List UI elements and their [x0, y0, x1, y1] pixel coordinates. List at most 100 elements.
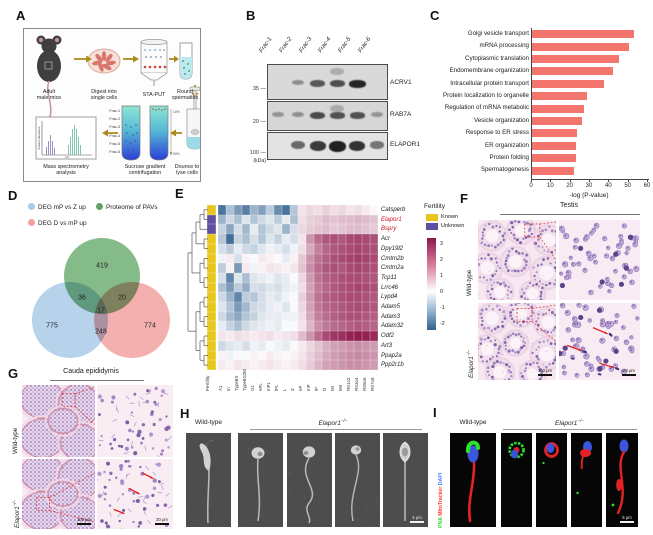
heatmap-cell: [338, 321, 346, 332]
heatmap-cell: [354, 205, 362, 215]
svg-text:Frac-6: Frac-6: [109, 150, 120, 154]
heatmap-cell: [338, 253, 346, 264]
heatmap-cell: [290, 321, 298, 332]
svg-text:Frac-4: Frac-4: [109, 134, 120, 138]
heatmap-cell: [306, 224, 314, 235]
heatmap-cell: [370, 205, 378, 215]
heatmap-row-label: Lypd4: [381, 294, 398, 301]
heatmap-cell: [282, 205, 290, 215]
heatmap-cell: [226, 272, 234, 283]
heatmap-cell: [330, 282, 338, 293]
heatmap-cell: [322, 321, 330, 332]
heatmap-cell: [226, 214, 234, 225]
svg-text:Frac-1: Frac-1: [109, 109, 120, 113]
heatmap-cell: [234, 340, 242, 351]
heatmap-cell: [226, 243, 234, 254]
heatmap-cell: [258, 340, 266, 351]
heatmap-cell: [370, 321, 378, 332]
heatmap-row-label: Lrrc46: [381, 284, 399, 291]
heatmap-row-label: Dpy19l2: [381, 245, 404, 252]
heatmap-cell: [250, 214, 258, 225]
heatmap-row-label: Adam3: [381, 313, 401, 320]
fertility-cell: [207, 340, 216, 351]
heatmap-cell: [346, 292, 354, 303]
heatmap-cell: [338, 205, 346, 215]
bar-category-label: mRNA processing: [479, 42, 529, 50]
ms-xlabel: m/z: [65, 155, 70, 159]
testis-wt-high: [559, 220, 640, 300]
x-tick-label: 0: [529, 182, 533, 189]
heatmap-cell: [282, 321, 290, 332]
fertility-cell: [207, 350, 216, 361]
x-tick: [550, 178, 552, 182]
cauda-wt-high: [97, 385, 173, 457]
heatmap-cell: [298, 272, 306, 283]
heatmap-cell: [322, 253, 330, 264]
heatmap-cell: [266, 350, 274, 361]
heatmap-cell: [234, 224, 242, 235]
heatmap-cell: [314, 360, 322, 370]
fertility-cell: [207, 224, 216, 235]
heatmap-cell: [274, 224, 282, 235]
bar-row: Cytoplasmic translation: [433, 53, 651, 65]
heatmap-cell: [242, 214, 250, 225]
bar-category-label: Spermatogenesis: [480, 166, 529, 174]
heatmap-cell: [314, 311, 322, 322]
blot-band: [348, 80, 366, 88]
legend-dot-icon: [28, 203, 35, 210]
heatmap-cell: [258, 263, 266, 273]
heatmap-cell: [282, 253, 290, 264]
venn-circle-pink: [94, 282, 170, 358]
heatmap-cell: [346, 282, 354, 293]
heatmap-cell: [370, 340, 378, 351]
fertility-cell: [207, 263, 216, 273]
spermatids-tube-icon: [179, 42, 193, 80]
heatmap-cell: [266, 272, 274, 283]
i-ko-line: [503, 429, 637, 430]
heatmap-cell: [306, 234, 314, 244]
heatmap-cell: [346, 302, 354, 312]
heatmap-cell: [298, 234, 306, 244]
heatmap-cell: [258, 205, 266, 215]
heatmap-row-label: Odf2: [381, 333, 395, 340]
heatmap-cell: [314, 243, 322, 254]
heatmap-cell: [234, 253, 242, 264]
bar: [532, 92, 588, 101]
heatmap-cell: [330, 243, 338, 254]
heatmap-cell: [306, 292, 314, 303]
testis-ko-high: 20 μm: [559, 303, 640, 380]
testis-title: Testis: [560, 202, 578, 209]
testis-ko-low: 100 μm: [478, 303, 556, 380]
heatmap-cell: [306, 331, 314, 341]
heatmap-cell: [338, 292, 346, 303]
heatmap-cell: [258, 282, 266, 293]
heatmap-cell: [234, 205, 242, 215]
heatmap-cell: [266, 243, 274, 254]
heatmap-cell: [370, 360, 378, 370]
heatmap-cell: [218, 243, 226, 254]
heatmap-cell: [258, 302, 266, 312]
heatmap-cell: [322, 340, 330, 351]
heatmap-cell: [250, 205, 258, 215]
heatmap-cell: [226, 224, 234, 235]
heatmap-cell: [338, 214, 346, 225]
heatmap-cell: [258, 253, 266, 264]
heatmap-cell: [306, 340, 314, 351]
heatmap-cell: [250, 350, 258, 361]
bar-category-label: Protein folding: [489, 154, 529, 162]
unknown-label: Unknown: [441, 223, 465, 229]
heatmap-cell: [330, 321, 338, 332]
heatmap-cell: [314, 302, 322, 312]
heatmap-cell: [354, 282, 362, 293]
heatmap-cell: [306, 272, 314, 283]
bar: [532, 154, 576, 163]
heatmap-cell: [330, 302, 338, 312]
legend-dot-icon: [28, 219, 35, 226]
heatmap-cell: [346, 263, 354, 273]
heatmap-cell: [234, 360, 242, 370]
bar-category-label: Golgi vesicle transport: [467, 30, 529, 38]
heatmap-cell: [242, 224, 250, 235]
heatmap-cell: [362, 311, 370, 322]
heatmap-cell: [226, 331, 234, 341]
panel-h-label: H: [180, 406, 190, 421]
